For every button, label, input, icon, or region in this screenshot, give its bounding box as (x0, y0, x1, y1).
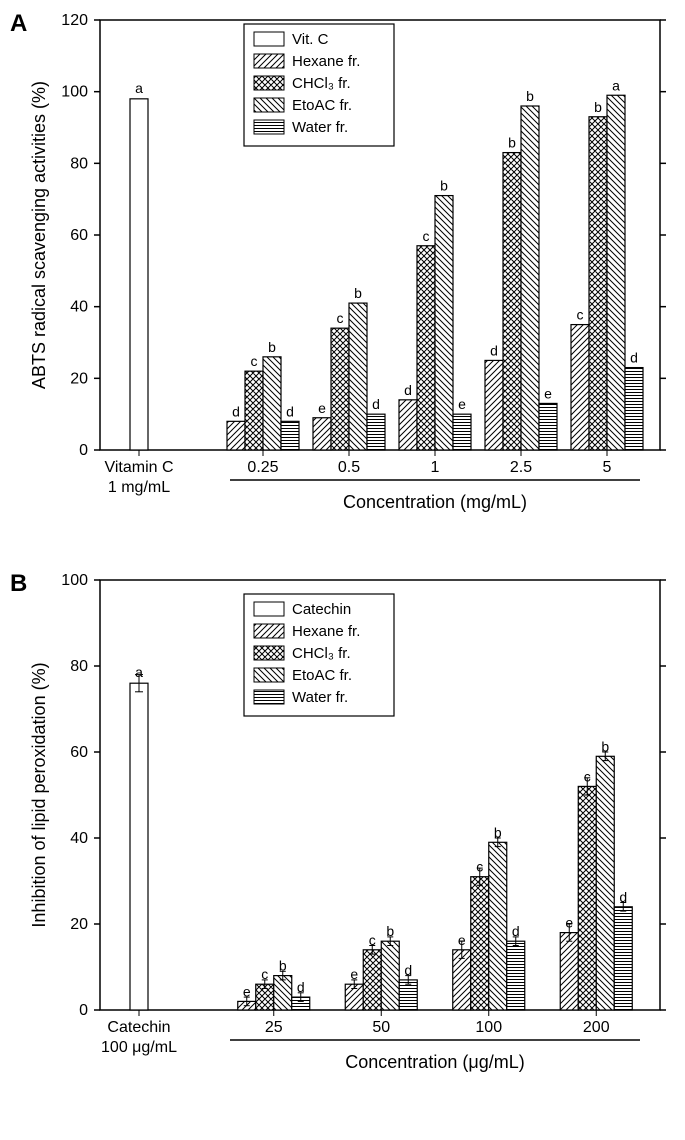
svg-text:100: 100 (61, 572, 88, 589)
svg-text:Vitamin C: Vitamin C (104, 459, 173, 476)
svg-text:b: b (279, 958, 287, 974)
svg-text:a: a (135, 664, 143, 680)
svg-text:b: b (526, 88, 534, 104)
svg-text:b: b (268, 339, 276, 355)
svg-text:Concentration (mg/mL): Concentration (mg/mL) (343, 492, 527, 512)
chart-b: 0 20 40 60 80 100 Inhibition of lipid peroxida… (10, 570, 675, 1100)
svg-text:CHCl₃ fr.: CHCl₃ fr. (292, 75, 351, 92)
svg-text:b: b (594, 99, 602, 115)
svg-text:60: 60 (70, 744, 88, 761)
svg-text:0.25: 0.25 (247, 459, 278, 476)
svg-text:b: b (508, 135, 516, 151)
svg-text:d: d (372, 396, 380, 412)
svg-text:d: d (619, 889, 627, 905)
panel-b: B 0 20 40 60 80 100 Inhibition of lipid peroxi… (10, 570, 675, 1100)
svg-text:b: b (354, 285, 362, 301)
svg-text:120: 120 (61, 12, 88, 29)
svg-text:EtoAC fr.: EtoAC fr. (292, 667, 352, 684)
svg-text:c: c (251, 353, 258, 369)
svg-text:1 mg/mL: 1 mg/mL (108, 479, 170, 496)
chart-a: 0 20 40 60 80 100 120 ABTS radical scavenging a… (10, 10, 675, 540)
svg-text:CHCl₃ fr.: CHCl₃ fr. (292, 645, 351, 662)
svg-text:d: d (297, 979, 305, 995)
svg-text:d: d (232, 403, 240, 419)
svg-text:c: c (423, 228, 430, 244)
svg-text:0: 0 (79, 1002, 88, 1019)
svg-text:ABTS radical scavenging activi: ABTS radical scavenging activities (%) (29, 81, 49, 389)
svg-text:0.5: 0.5 (338, 459, 360, 476)
panel-b-label: B (10, 570, 27, 598)
svg-text:d: d (286, 403, 294, 419)
svg-text:60: 60 (70, 227, 88, 244)
svg-text:50: 50 (372, 1019, 390, 1036)
svg-text:c: c (261, 966, 268, 982)
svg-text:b: b (601, 738, 609, 754)
svg-text:200: 200 (583, 1019, 610, 1036)
svg-text:d: d (490, 342, 498, 358)
svg-text:Water fr.: Water fr. (292, 689, 348, 706)
svg-text:e: e (243, 983, 251, 999)
svg-text:0: 0 (79, 442, 88, 459)
svg-text:20: 20 (70, 370, 88, 387)
panel-a-label: A (10, 10, 27, 38)
svg-text:100 μg/mL: 100 μg/mL (101, 1039, 177, 1056)
svg-text:Catechin: Catechin (292, 601, 351, 618)
svg-text:e: e (458, 396, 466, 412)
svg-text:e: e (565, 915, 573, 931)
svg-text:Hexane fr.: Hexane fr. (292, 623, 360, 640)
svg-text:Concentration (μg/mL): Concentration (μg/mL) (345, 1052, 524, 1072)
svg-text:c: c (369, 932, 376, 948)
svg-text:80: 80 (70, 658, 88, 675)
svg-text:40: 40 (70, 830, 88, 847)
svg-text:20: 20 (70, 916, 88, 933)
svg-text:2.5: 2.5 (510, 459, 532, 476)
svg-text:e: e (544, 385, 552, 401)
svg-text:100: 100 (475, 1019, 502, 1036)
svg-text:1: 1 (431, 459, 440, 476)
svg-text:d: d (404, 962, 412, 978)
svg-text:c: c (476, 859, 483, 875)
svg-text:40: 40 (70, 299, 88, 316)
svg-text:b: b (440, 178, 448, 194)
svg-text:Catechin: Catechin (107, 1019, 170, 1036)
svg-text:80: 80 (70, 155, 88, 172)
svg-text:e: e (318, 400, 326, 416)
svg-text:c: c (584, 768, 591, 784)
svg-text:5: 5 (603, 459, 612, 476)
svg-text:e: e (458, 932, 466, 948)
svg-text:Hexane fr.: Hexane fr. (292, 53, 360, 70)
svg-text:a: a (135, 80, 143, 96)
svg-text:a: a (612, 77, 620, 93)
svg-text:c: c (337, 310, 344, 326)
svg-text:d: d (512, 923, 520, 939)
svg-text:Vit. C: Vit. C (292, 31, 329, 48)
svg-text:100: 100 (61, 84, 88, 101)
panel-a: A 0 20 40 60 80 100 120 ABTS radical scavenging… (10, 10, 675, 540)
svg-text:d: d (404, 382, 412, 398)
svg-text:d: d (630, 350, 638, 366)
figure: A 020406080100120ABTS radical scavenging… (10, 10, 675, 1100)
svg-text:Water fr.: Water fr. (292, 119, 348, 136)
svg-text:b: b (494, 824, 502, 840)
svg-text:c: c (577, 307, 584, 323)
svg-text:b: b (386, 923, 394, 939)
svg-text:Inhibition of lipid peroxidati: Inhibition of lipid peroxidation (%) (29, 662, 49, 927)
svg-text:e: e (350, 966, 358, 982)
svg-text:EtoAC fr.: EtoAC fr. (292, 97, 352, 114)
svg-text:25: 25 (265, 1019, 283, 1036)
